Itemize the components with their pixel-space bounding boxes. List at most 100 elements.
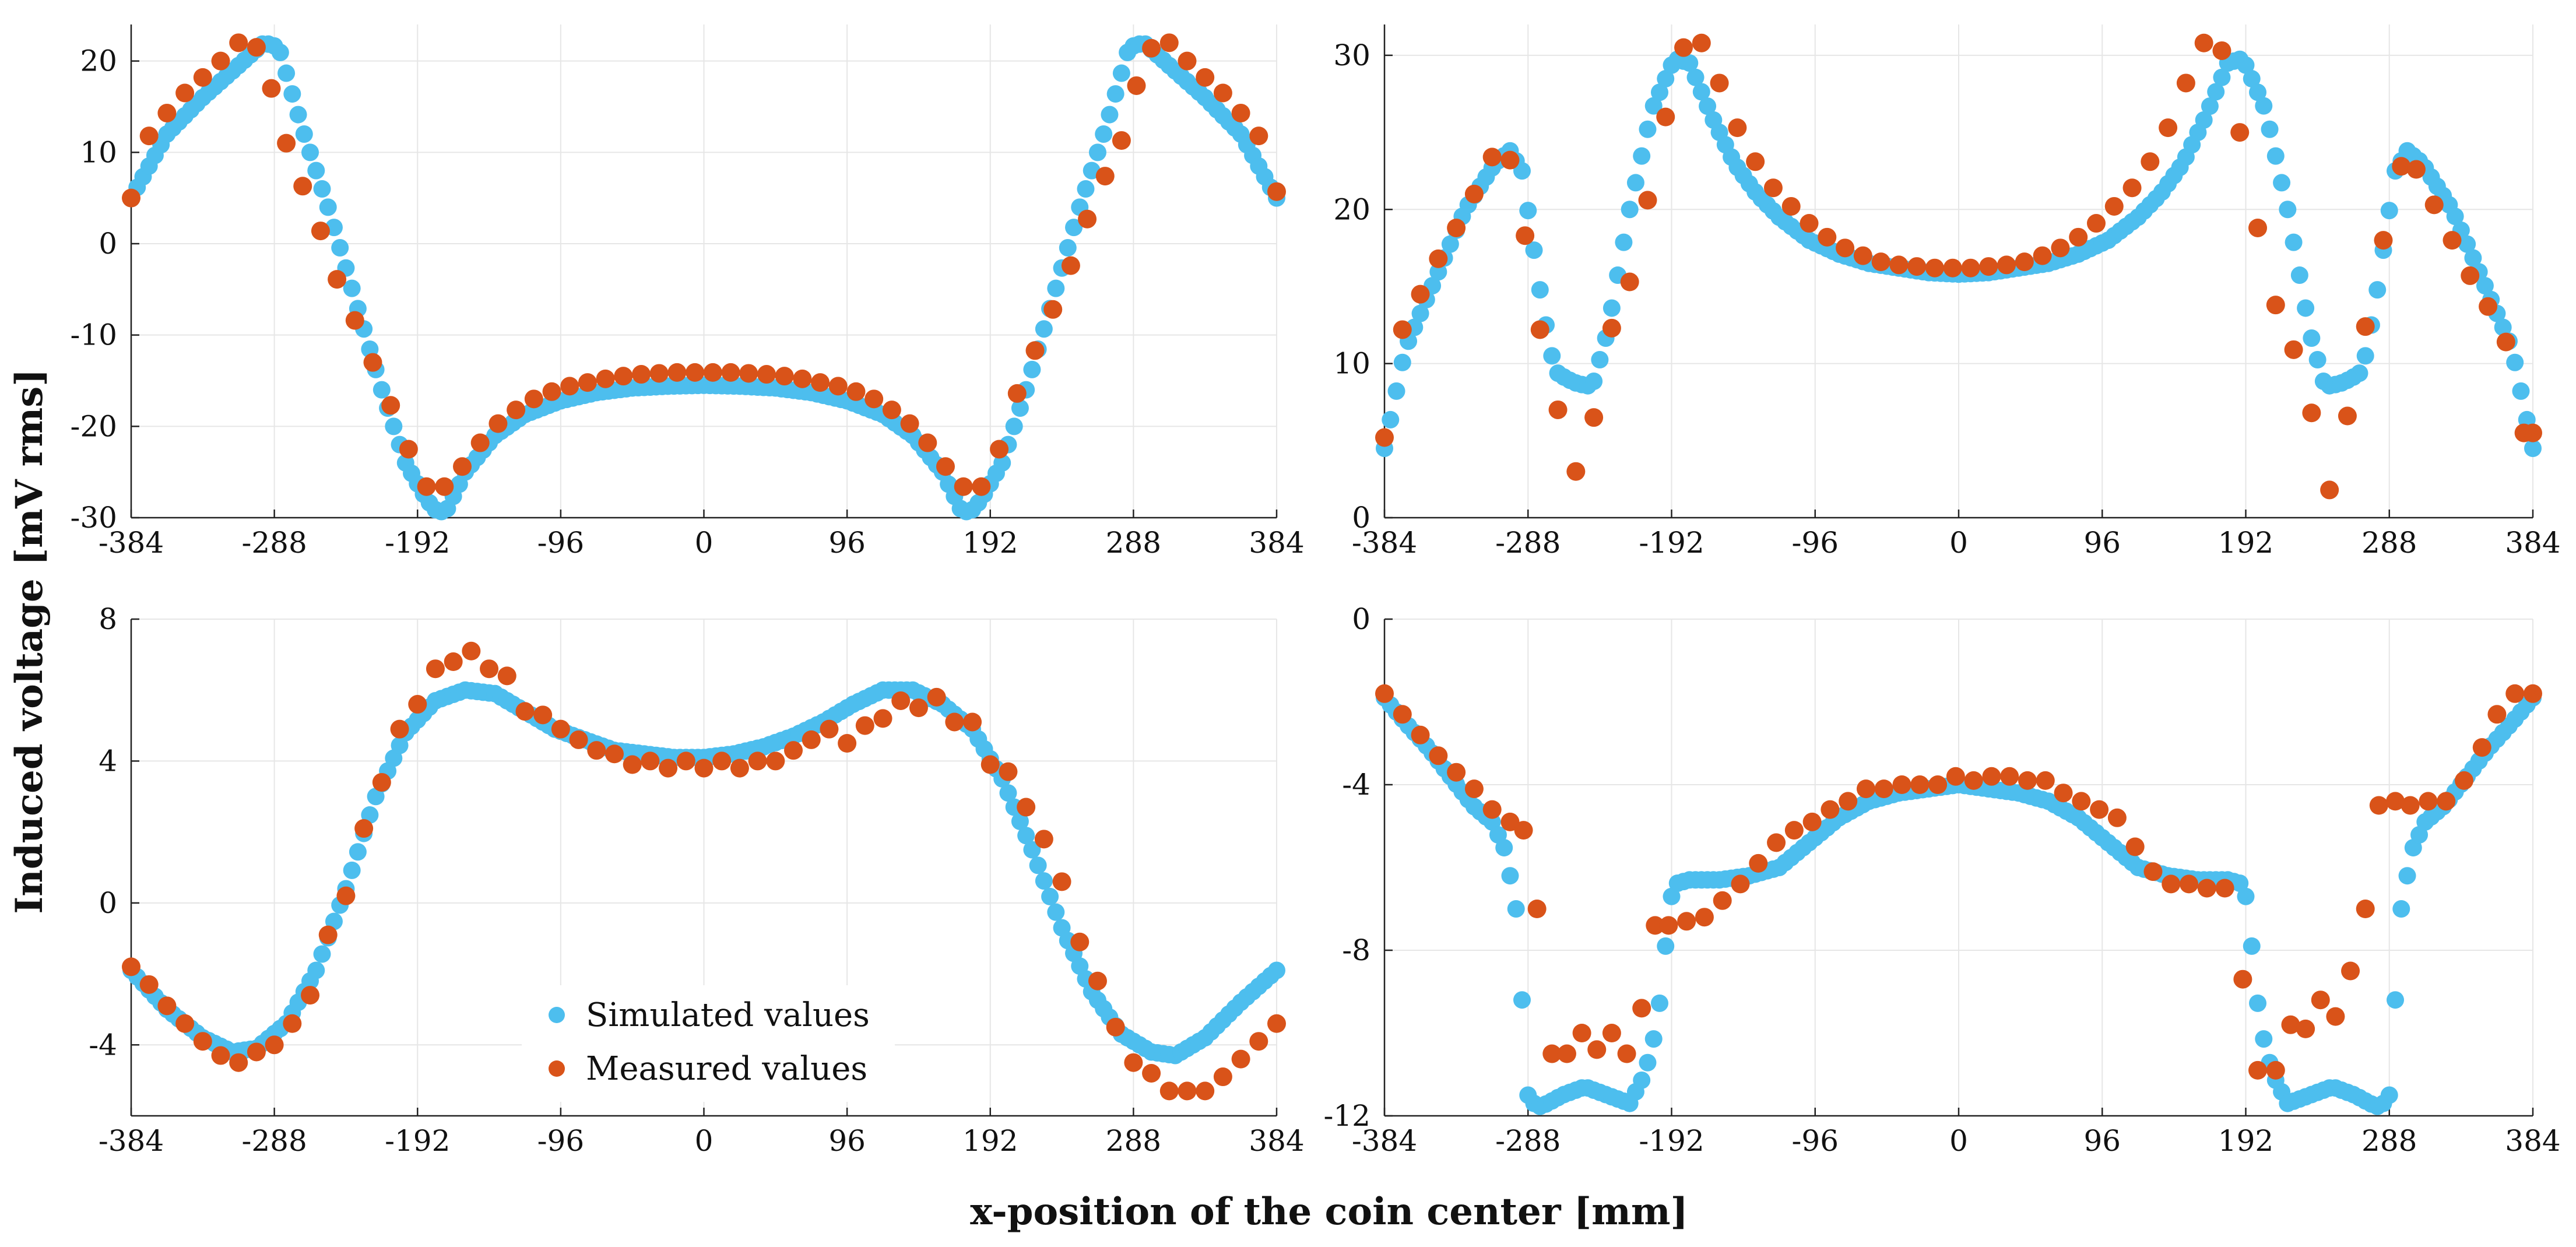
measured-point (909, 698, 928, 718)
simulated-point (1035, 872, 1053, 890)
measured-point (1620, 272, 1639, 291)
measured-point (345, 311, 364, 330)
measured-point (748, 751, 767, 771)
measured-point (739, 364, 758, 383)
measured-point (363, 353, 382, 372)
measured-point (354, 819, 374, 838)
simulated-point (307, 161, 325, 180)
simulated-point (2297, 299, 2315, 317)
measured-point (1928, 775, 1948, 794)
x-axis-label: x-position of the coin center [mm] (970, 1190, 1688, 1234)
measured-point (2212, 41, 2231, 60)
measured-point (1078, 209, 1097, 229)
simulated-point (2380, 1086, 2398, 1104)
measured-point (757, 365, 776, 384)
measured-point (2472, 738, 2491, 757)
y-tick-label: 4 (99, 744, 117, 778)
measured-point (1196, 1081, 1215, 1101)
measured-point (1267, 182, 1286, 201)
measured-point (1142, 1063, 1161, 1083)
measured-point (1231, 1049, 1250, 1069)
measured-point (596, 369, 615, 388)
measured-series (1375, 33, 2542, 500)
simulated-point (1663, 887, 1681, 905)
measured-point (605, 744, 624, 764)
simulated-point (1393, 353, 1411, 371)
y-tick-label: -12 (1323, 1099, 1370, 1133)
panel-top-right: -384 -288 -192 -96 0 96 192 288 384 0 10 20 30 (1333, 24, 2561, 560)
measured-point (247, 1042, 266, 1062)
legend-marker-simulated (549, 1007, 565, 1023)
measured-point (1017, 798, 1036, 817)
y-tick-label: 20 (80, 44, 117, 78)
measured-point (1429, 249, 1448, 268)
measured-point (507, 401, 526, 420)
simulated-point (1011, 399, 1029, 417)
measured-point (918, 433, 937, 452)
measured-point (954, 477, 973, 496)
measured-point (1572, 1024, 1591, 1042)
x-tick-label: -192 (1639, 526, 1704, 560)
simulated-point (319, 198, 337, 216)
measured-point (2326, 1007, 2345, 1026)
x-tick-label: -384 (99, 1124, 164, 1158)
simulated-point (1585, 373, 1603, 391)
measured-point (1127, 76, 1146, 95)
y-tick-label: -30 (70, 501, 117, 535)
y-tick-label: -4 (89, 1028, 117, 1062)
measured-point (1178, 51, 1197, 71)
simulated-point (2524, 440, 2542, 458)
measured-point (972, 477, 991, 496)
simulated-point (1633, 1071, 1651, 1089)
simulated-point (1088, 143, 1106, 161)
simulated-point (1621, 201, 1639, 219)
measured-point (981, 755, 1000, 774)
simulated-point (2350, 364, 2368, 382)
measured-point (318, 925, 338, 944)
simulated-point (289, 106, 307, 124)
measured-point (2197, 879, 2216, 898)
simulated-point (1639, 120, 1657, 138)
measured-point (551, 719, 570, 739)
measured-point (1375, 684, 1394, 703)
measured-point (1447, 763, 1466, 782)
measured-point (686, 363, 705, 382)
x-tick-label: 288 (1106, 1124, 1161, 1158)
x-tick-label: -96 (1791, 1124, 1839, 1158)
measured-point (372, 772, 391, 792)
measured-point (846, 382, 866, 401)
measured-point (542, 382, 561, 401)
measured-point (1464, 779, 1484, 799)
legend-label-simulated: Simulated values (586, 996, 870, 1034)
measured-point (2338, 406, 2357, 426)
measured-point (2281, 1015, 2300, 1034)
measured-point (1946, 767, 1965, 786)
y-tick-label: 8 (99, 602, 117, 636)
simulated-point (2255, 97, 2273, 115)
measured-point (891, 691, 911, 710)
measured-point (2374, 231, 2393, 250)
measured-point (1542, 1044, 1562, 1063)
simulated-point (1035, 320, 1053, 338)
simulated-point (1023, 841, 1041, 859)
measured-point (623, 755, 642, 774)
measured-point (444, 652, 463, 672)
simulated-point (1657, 70, 1675, 88)
measured-point (1070, 932, 1090, 951)
measured-point (1178, 1081, 1197, 1101)
simulated-point (1692, 83, 1710, 101)
y-tick-label: 0 (1352, 501, 1370, 535)
x-tick-label: -96 (537, 1124, 585, 1158)
measured-point (2122, 178, 2142, 198)
measured-point (2419, 792, 2438, 811)
measured-point (2159, 118, 2178, 138)
simulated-point (993, 454, 1011, 472)
measured-point (301, 986, 320, 1005)
measured-point (945, 712, 964, 732)
measured-point (480, 659, 499, 679)
measured-point (1856, 779, 1875, 799)
simulated-point (1382, 410, 1400, 428)
simulated-point (2243, 70, 2261, 88)
simulated-point (2464, 249, 2482, 267)
measured-point (2036, 771, 2055, 790)
